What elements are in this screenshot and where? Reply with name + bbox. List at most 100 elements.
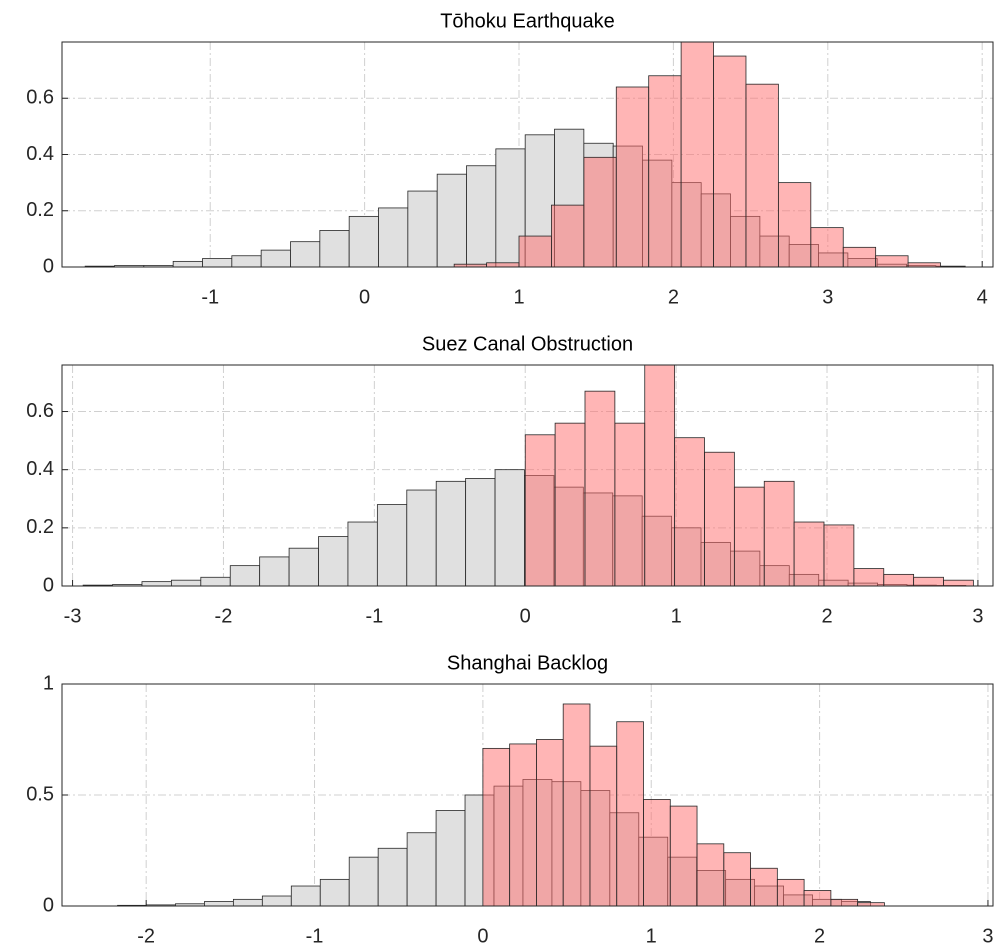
histogram-bar [466,165,497,268]
histogram-bar [319,230,350,268]
histogram-bar [943,579,974,587]
histogram-bar [172,260,203,268]
histogram-bar [141,581,172,587]
x-tick-label: -3 [64,605,82,627]
histogram-bar [696,843,725,907]
histogram-bar [436,173,467,268]
histogram-bar [202,258,233,268]
histogram-bar [810,227,844,268]
histogram-bar [648,75,682,268]
histogram-bar [319,878,350,907]
chart-title: Suez Canal Obstruction [422,333,633,355]
histogram-bar [913,576,944,587]
histogram-bar [842,246,877,268]
histogram-bar [231,255,262,268]
histogram-bar [907,262,941,268]
histogram-bar [347,521,378,587]
histogram-bar [482,747,511,907]
histogram-bar [733,486,765,587]
y-tick-label: 0 [43,255,54,277]
x-tick-label: -2 [215,605,233,627]
histogram-bar [562,703,591,907]
histogram-bar [290,885,321,907]
histogram-bar [204,901,234,907]
histogram-bar [875,255,909,268]
histogram-bar [406,489,437,587]
histogram-bar [883,573,915,587]
histogram-bar [823,524,855,587]
histogram-bar [614,422,646,587]
x-tick-label: -1 [306,925,324,947]
histogram-bar [407,190,438,268]
x-tick-label: 3 [982,925,993,947]
axes-frame [61,683,994,907]
y-tick-label: 0.4 [26,458,54,480]
axes-frame [61,41,994,268]
x-tick-label: 3 [822,286,833,308]
histogram-bar [830,898,859,907]
y-tick-label: 0.6 [26,87,54,109]
y-tick-label: 0.5 [26,783,54,805]
histogram-bar [524,434,556,587]
x-tick-label: 0 [477,925,488,947]
x-tick-label: 4 [977,286,988,308]
histogram-bar [261,895,292,907]
histogram-bar [348,215,379,268]
y-tick-label: 0.4 [26,143,54,165]
y-tick-label: 0 [43,574,54,596]
histogram-bar [713,55,747,268]
y-tick-label: 0.2 [26,199,54,221]
x-tick-label: 2 [814,925,825,947]
histogram-bar [200,576,231,587]
axes-frame [61,364,994,587]
x-tick-label: -1 [365,605,383,627]
y-tick-label: 0 [43,894,54,916]
x-tick-label: 1 [646,925,657,947]
histogram-bar [536,739,564,907]
histogram-bar [763,480,795,587]
histogram-bar [377,847,408,907]
histogram-bar [232,898,263,907]
x-tick-label: 0 [520,605,531,627]
histogram-bar [584,390,616,587]
histogram-bar [777,182,812,268]
histogram-bar [435,480,467,587]
histogram-bar [465,478,496,587]
histogram-bar [495,148,526,268]
x-tick-label: -1 [201,286,219,308]
x-tick-label: 2 [821,605,832,627]
histogram-bar [704,451,735,587]
x-tick-label: 3 [972,605,983,627]
histogram-bar [378,207,409,268]
histogram-bar [170,579,202,587]
histogram-bar [551,204,585,268]
y-tick-label: 0.2 [26,516,54,538]
histogram-bar [260,249,291,268]
histogram-bar [288,547,319,587]
histogram-bar [793,521,825,587]
histogram-bar [554,422,586,587]
histogram-bar [723,852,751,907]
chart-title: Shanghai Backlog [447,652,608,674]
histogram-bar [674,437,705,587]
histogram-bar [669,805,698,907]
histogram-bar [643,799,671,907]
histogram-bar [518,235,552,268]
histogram-bar [745,83,779,268]
histogram-bar [376,504,408,587]
histogram-bar [616,721,644,907]
histogram-bar [589,745,618,907]
histogram-bar [680,41,714,268]
histogram-bar [615,86,650,268]
x-tick-label: -2 [137,925,155,947]
histogram-bar [750,867,778,907]
y-tick-label: 0.6 [26,400,54,422]
x-tick-label: 1 [513,286,524,308]
chart-title: Tōhoku Earthquake [440,10,615,32]
histogram-bar [290,241,321,268]
histogram-bar [486,262,520,268]
y-tick-label: 1 [43,672,54,694]
histogram-bar [435,810,466,907]
